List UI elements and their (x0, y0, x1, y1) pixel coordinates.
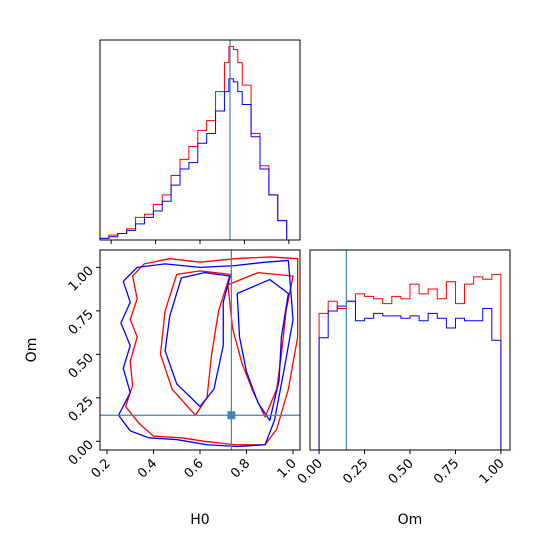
om-histogram-panel: 0.00 0.25 0.50 0.75 1.00 (295, 249, 511, 487)
y-tick-label: 0.75 (66, 307, 97, 338)
axis-frame (309, 249, 511, 451)
contour-blue-5 (236, 278, 290, 422)
histogram-series-blue (99, 78, 296, 241)
x-tick-label: 0.8 (228, 456, 253, 481)
y-tick-label: 1.00 (66, 264, 97, 295)
x-tick-label: 0.25 (340, 456, 371, 487)
x-axis-label-h0: H0 (190, 512, 209, 528)
h0-om-contour-panel: 0.2 0.4 0.6 0.8 1.00.000.250.500.751.00 (66, 249, 301, 481)
y-axis-label-om: Om (24, 338, 40, 363)
histogram-series-blue (310, 300, 510, 451)
x-axis-label-om: Om (398, 512, 423, 528)
axis-frame (99, 39, 301, 241)
y-tick-label: 0.50 (66, 351, 97, 382)
truth-marker (227, 411, 236, 420)
y-tick-label: 0.25 (66, 394, 97, 425)
contour-blue-4 (164, 271, 231, 408)
y-tick-label: 0.00 (66, 438, 97, 469)
x-tick-label: 0.4 (135, 456, 160, 481)
histogram-series-red (310, 273, 510, 451)
h0-histogram-panel (99, 39, 301, 244)
x-tick-label: 0.75 (431, 456, 462, 487)
x-tick-label: 0.00 (295, 456, 326, 487)
contour-red-1 (159, 270, 231, 416)
contour-blue-3 (118, 259, 294, 448)
contour-red-0 (124, 256, 299, 446)
contour-layer (100, 250, 300, 450)
x-tick-label: 0.6 (182, 456, 207, 481)
x-tick-label: 1.00 (477, 456, 508, 487)
x-tick-label: 0.2 (89, 456, 114, 481)
x-tick-label: 0.50 (386, 456, 417, 487)
